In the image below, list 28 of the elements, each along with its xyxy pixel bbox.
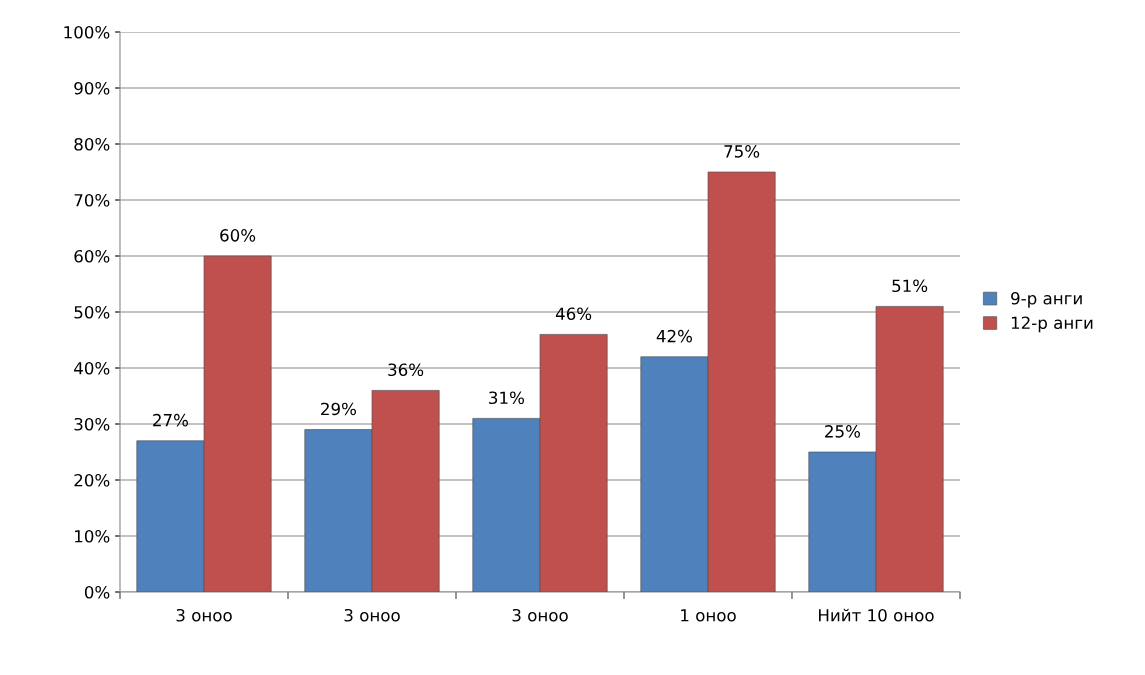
y-tick-label: 40% xyxy=(74,361,110,375)
y-tick-label: 90% xyxy=(74,81,110,95)
y-tick-label: 100% xyxy=(64,25,110,39)
y-tick-label: 0% xyxy=(84,585,110,599)
y-tick-label: 50% xyxy=(74,305,110,319)
data-label: 25% xyxy=(825,425,860,438)
data-label: 42% xyxy=(656,329,692,343)
data-label: 46% xyxy=(555,307,592,321)
data-label: 31% xyxy=(489,391,524,405)
y-tick-label: 20% xyxy=(74,473,110,487)
x-tick-label: 3 оноо xyxy=(344,608,400,622)
data-label: 60% xyxy=(220,229,256,242)
y-tick-label: 30% xyxy=(74,417,110,431)
x-tick-label: 3 оноо xyxy=(512,608,568,622)
y-tick-label: 10% xyxy=(75,529,110,543)
legend-label: 12-р анги xyxy=(1011,316,1093,333)
data-label: 51% xyxy=(892,279,928,293)
x-tick-label: Нийт 10 оноо xyxy=(819,608,934,622)
data-label: 75% xyxy=(724,145,760,158)
x-tick-label: 3 оноо xyxy=(176,608,232,622)
data-label: 27% xyxy=(153,413,188,427)
data-label: 36% xyxy=(388,363,424,377)
data-label: 29% xyxy=(321,402,356,416)
x-tick-label: 1 оноо xyxy=(681,609,736,622)
y-tick-label: 60% xyxy=(74,249,110,263)
y-tick-label: 80% xyxy=(74,137,110,151)
y-tick-label: 70% xyxy=(74,193,110,207)
legend-label: 9-р анги xyxy=(1011,292,1082,308)
